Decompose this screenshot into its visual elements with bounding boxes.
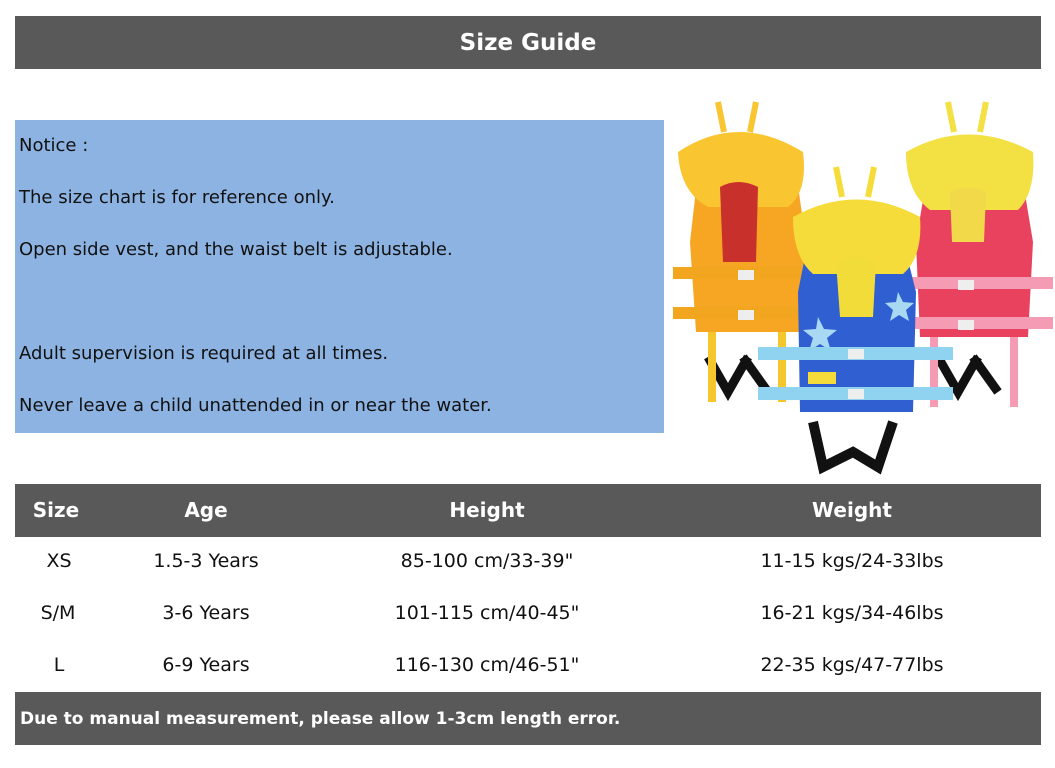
header-size: Size	[32, 498, 80, 522]
orange-vest	[673, 101, 813, 402]
cell-size: L	[53, 654, 65, 676]
cell-age: 1.5-3 Years	[153, 550, 259, 572]
notice-box: Notice : The size chart is for reference…	[15, 120, 664, 433]
table-row: S/M 3-6 Years 101-115 cm/40-45" 16-21 kg…	[15, 589, 1041, 641]
table-row: L 6-9 Years 116-130 cm/46-51" 22-35 kgs/…	[15, 641, 1041, 693]
header-weight: Weight	[812, 498, 892, 522]
header-age: Age	[184, 498, 228, 522]
size-guide-title: Size Guide	[15, 16, 1041, 69]
cell-age: 6-9 Years	[162, 654, 250, 676]
cell-age: 3-6 Years	[162, 602, 250, 624]
notice-line-unattended: Never leave a child unattended in or nea…	[19, 395, 492, 416]
cell-size: XS	[46, 550, 72, 572]
pink-vest	[906, 101, 1053, 407]
notice-line-adjustable: Open side vest, and the waist belt is ad…	[19, 239, 453, 260]
cell-height: 116-130 cm/46-51"	[394, 654, 580, 676]
cell-weight: 16-21 kgs/34-46lbs	[760, 602, 944, 624]
size-table-header: Size Age Height Weight	[15, 484, 1041, 537]
header-height: Height	[449, 498, 525, 522]
notice-heading: Notice :	[19, 135, 89, 156]
cell-height: 101-115 cm/40-45"	[394, 602, 580, 624]
life-vests-image	[673, 101, 1053, 475]
blue-vest	[758, 166, 953, 475]
cell-weight: 22-35 kgs/47-77lbs	[760, 654, 944, 676]
cell-height: 85-100 cm/33-39"	[400, 550, 574, 572]
notice-line-reference: The size chart is for reference only.	[19, 187, 335, 208]
measurement-note: Due to manual measurement, please allow …	[15, 692, 1041, 745]
cell-weight: 11-15 kgs/24-33lbs	[760, 550, 944, 572]
table-row: XS 1.5-3 Years 85-100 cm/33-39" 11-15 kg…	[15, 537, 1041, 589]
cell-size: S/M	[40, 602, 76, 624]
notice-line-supervision: Adult supervision is required at all tim…	[19, 343, 389, 364]
